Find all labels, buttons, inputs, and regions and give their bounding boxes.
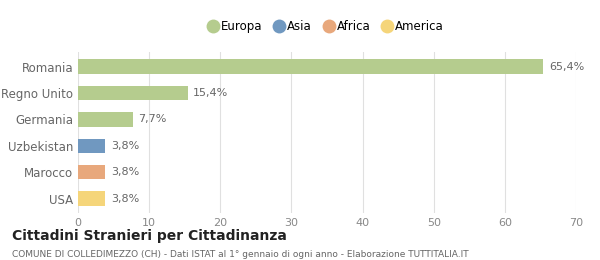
Text: 7,7%: 7,7% — [139, 114, 167, 124]
Text: 15,4%: 15,4% — [193, 88, 229, 98]
Text: 3,8%: 3,8% — [111, 141, 139, 151]
Text: Cittadini Stranieri per Cittadinanza: Cittadini Stranieri per Cittadinanza — [12, 229, 287, 243]
Bar — [78, 165, 105, 179]
Text: 3,8%: 3,8% — [111, 194, 139, 204]
Bar — [78, 59, 543, 74]
Text: COMUNE DI COLLEDIMEZZO (CH) - Dati ISTAT al 1° gennaio di ogni anno - Elaborazio: COMUNE DI COLLEDIMEZZO (CH) - Dati ISTAT… — [12, 250, 469, 259]
Text: 65,4%: 65,4% — [549, 62, 584, 72]
Bar — [78, 139, 105, 153]
Text: 3,8%: 3,8% — [111, 167, 139, 177]
Legend: Europa, Asia, Africa, America: Europa, Asia, Africa, America — [210, 20, 444, 33]
Bar — [78, 86, 188, 100]
Bar — [78, 112, 133, 127]
Bar — [78, 191, 105, 206]
